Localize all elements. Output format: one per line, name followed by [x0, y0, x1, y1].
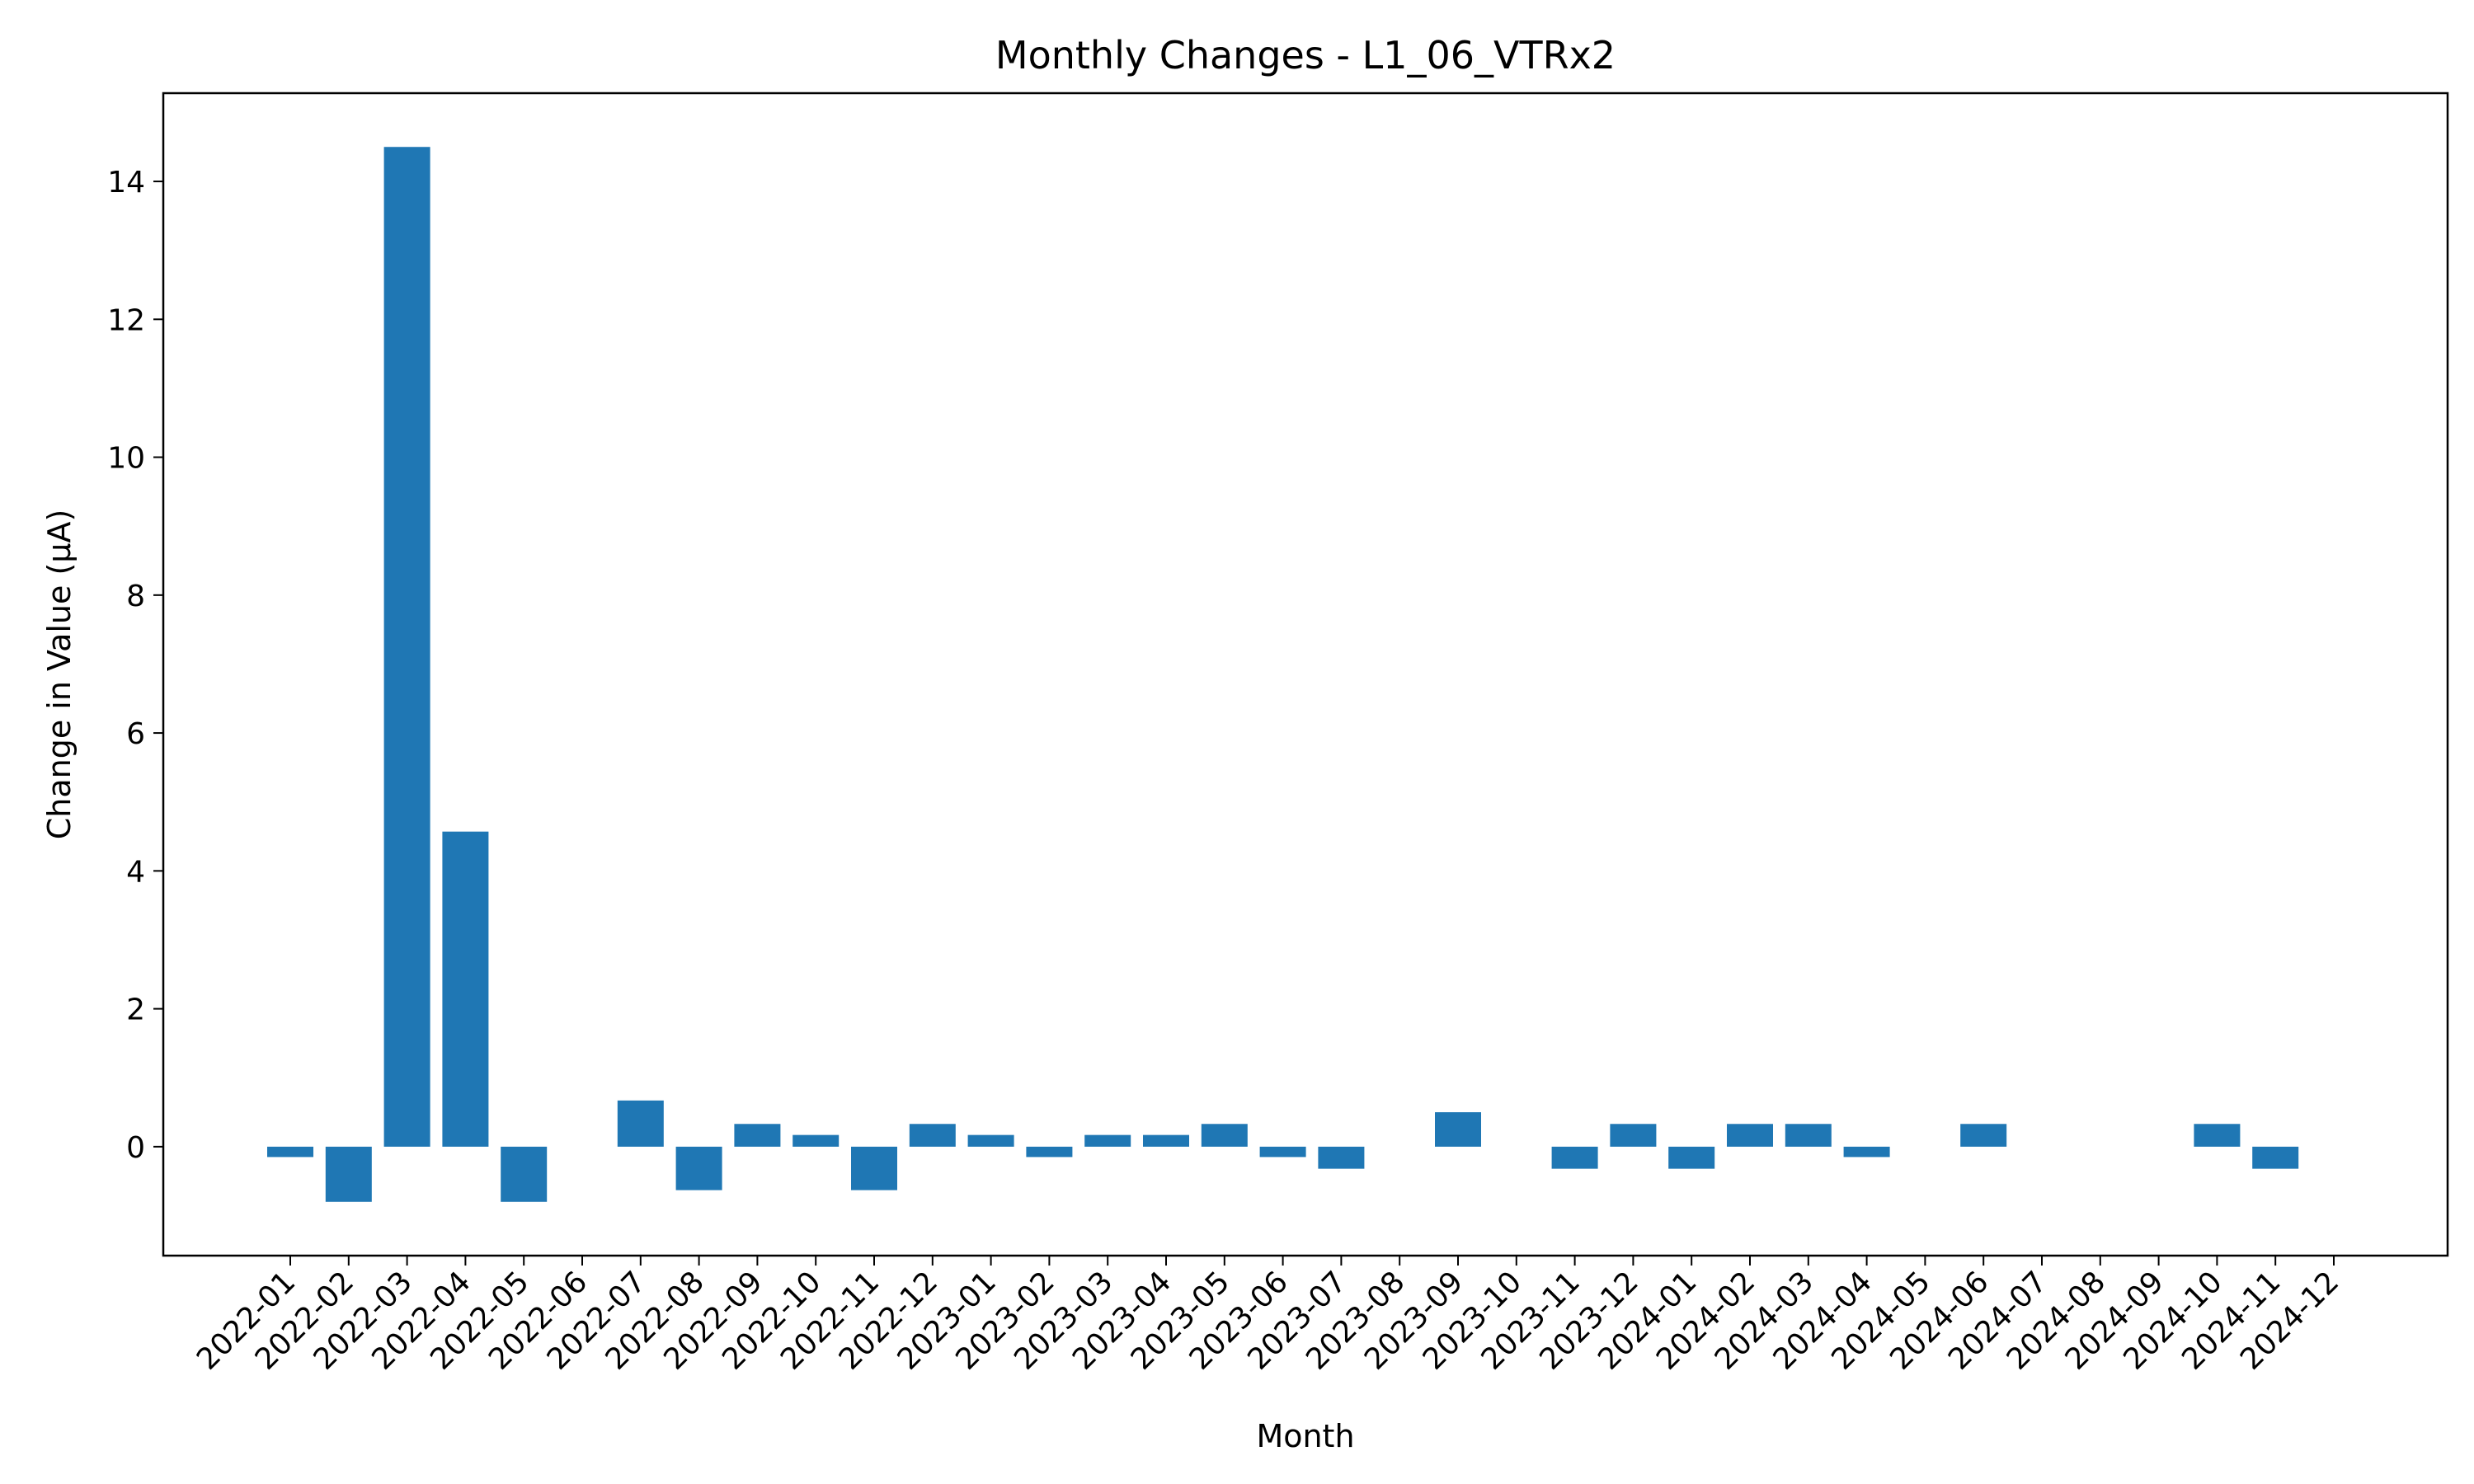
- bar-2023-07: [1318, 1146, 1365, 1169]
- bar-2024-03: [1785, 1124, 1832, 1147]
- bar-2023-11: [1551, 1146, 1598, 1169]
- y-tick-label: 10: [107, 442, 145, 476]
- chart-title: Monthly Changes - L1_06_VTRx2: [995, 33, 1616, 77]
- y-tick-label: 6: [126, 717, 145, 751]
- y-tick-label: 14: [107, 166, 145, 200]
- bar-2023-06: [1259, 1146, 1306, 1158]
- x-axis-label: Month: [1256, 1418, 1354, 1454]
- bar-2023-01: [967, 1134, 1014, 1147]
- bar-2022-10: [793, 1134, 840, 1147]
- bar-2023-03: [1084, 1134, 1131, 1147]
- y-tick-label: 8: [126, 580, 145, 613]
- plot-frame: [162, 92, 2449, 1257]
- bar-2022-07: [617, 1100, 664, 1147]
- bar-2022-03: [383, 147, 430, 1147]
- bar-2022-05: [501, 1146, 548, 1202]
- bar-2023-12: [1610, 1124, 1657, 1147]
- bar-2022-08: [675, 1146, 722, 1190]
- bar-2024-11: [2252, 1146, 2299, 1169]
- bar-2024-04: [1843, 1146, 1890, 1158]
- bar-2024-06: [1960, 1124, 2007, 1147]
- bar-2022-02: [325, 1146, 372, 1202]
- y-tick-label: 4: [126, 855, 145, 889]
- y-tick-label: 2: [126, 993, 145, 1027]
- bar-2023-05: [1201, 1124, 1248, 1147]
- bar-2022-09: [734, 1124, 781, 1147]
- bar-2023-04: [1143, 1134, 1189, 1147]
- bar-2024-01: [1668, 1146, 1715, 1169]
- bar-2024-02: [1727, 1124, 1773, 1147]
- bar-2022-04: [442, 831, 489, 1147]
- bar-2022-12: [909, 1124, 956, 1147]
- bar-2023-02: [1026, 1146, 1073, 1158]
- y-tick-label: 0: [126, 1131, 145, 1165]
- y-tick-label: 12: [107, 303, 145, 337]
- bars-group: [267, 147, 2299, 1202]
- y-axis-ticks: 0 2 4 6 8 10 12 14: [107, 166, 163, 1165]
- bar-2024-10: [2194, 1124, 2241, 1147]
- bar-2023-09: [1435, 1112, 1481, 1147]
- bar-2022-11: [851, 1146, 897, 1190]
- bar-2022-01: [267, 1146, 313, 1158]
- y-axis-label: Change in Value (μA): [41, 510, 78, 840]
